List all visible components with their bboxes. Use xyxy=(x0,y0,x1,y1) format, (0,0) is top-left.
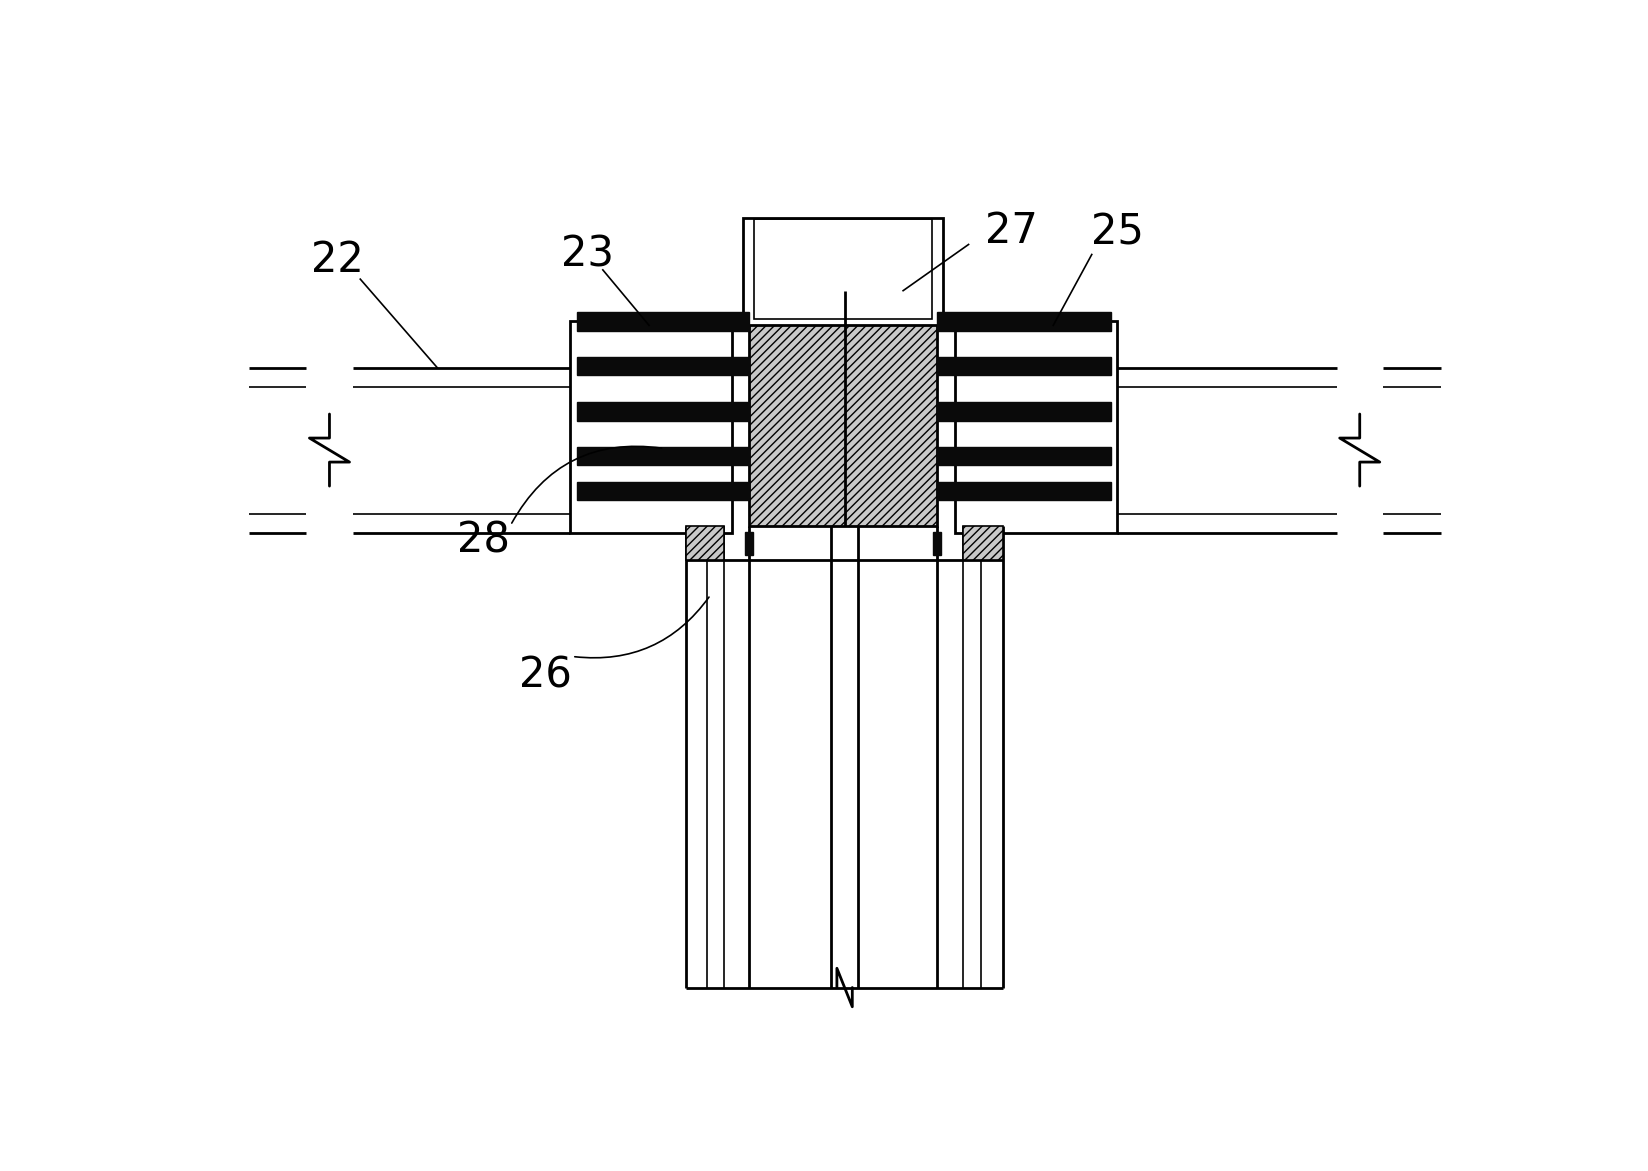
Bar xyxy=(570,322,732,533)
Bar xyxy=(745,532,753,555)
Bar xyxy=(933,532,941,555)
Bar xyxy=(743,218,943,326)
Text: 27: 27 xyxy=(984,211,1037,253)
Text: 25: 25 xyxy=(1091,212,1144,254)
Bar xyxy=(686,526,725,560)
Bar xyxy=(938,313,1111,330)
Text: 23: 23 xyxy=(560,233,615,275)
Bar xyxy=(750,290,938,526)
Bar xyxy=(938,403,1111,420)
Bar xyxy=(938,357,1111,376)
Bar xyxy=(938,447,1111,465)
Text: 22: 22 xyxy=(311,239,364,281)
Bar xyxy=(577,357,750,376)
Bar xyxy=(577,481,750,500)
Bar xyxy=(753,219,933,320)
Bar xyxy=(577,447,750,465)
Bar xyxy=(938,481,1111,500)
Bar xyxy=(956,322,1117,533)
Text: 28: 28 xyxy=(456,520,509,562)
Bar xyxy=(577,403,750,420)
Bar xyxy=(577,313,750,330)
Bar xyxy=(962,526,1004,560)
Text: 26: 26 xyxy=(519,655,572,697)
